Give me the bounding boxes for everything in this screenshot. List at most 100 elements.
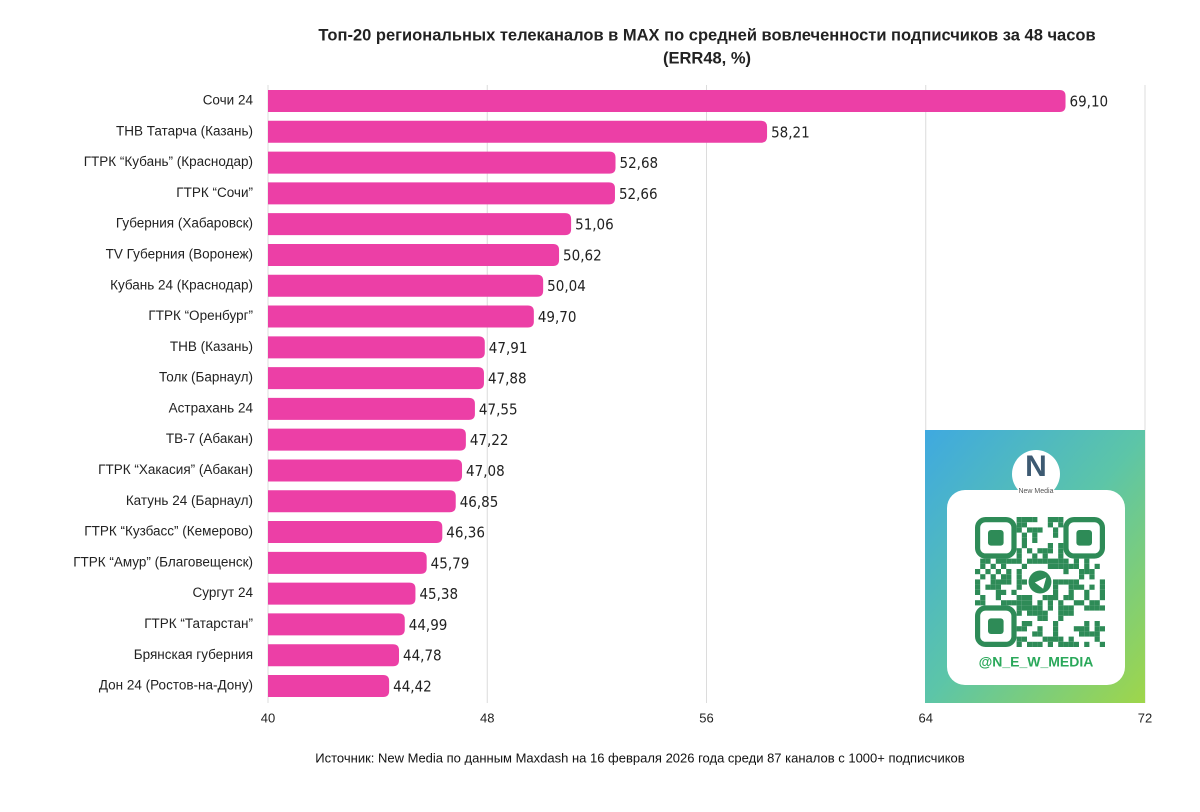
qr-module bbox=[1053, 626, 1059, 632]
qr-module bbox=[1042, 636, 1048, 642]
qr-module bbox=[1037, 631, 1043, 637]
qr-module bbox=[985, 584, 991, 590]
qr-module bbox=[1011, 589, 1017, 595]
qr-module bbox=[1053, 621, 1059, 627]
value-label: 45,38 bbox=[419, 585, 458, 603]
qr-module bbox=[1047, 558, 1053, 564]
qr-module bbox=[1016, 569, 1022, 575]
value-label: 52,68 bbox=[620, 154, 659, 172]
logo-circle bbox=[1012, 450, 1060, 498]
qr-module bbox=[1053, 584, 1059, 590]
y-tick-label: ГТРК “Сочи” bbox=[176, 185, 253, 200]
qr-module bbox=[1079, 584, 1085, 590]
qr-module bbox=[1053, 579, 1059, 585]
qr-module bbox=[1032, 605, 1038, 611]
qr-module bbox=[1021, 543, 1027, 549]
qr-module bbox=[975, 600, 981, 606]
qr-module bbox=[1084, 631, 1090, 637]
qr-module bbox=[1042, 548, 1048, 554]
qr-module bbox=[1006, 558, 1012, 564]
qr-module bbox=[1063, 563, 1069, 569]
qr-module bbox=[1058, 543, 1064, 549]
value-label: 44,78 bbox=[403, 647, 442, 665]
qr-module bbox=[1021, 636, 1027, 642]
qr-module bbox=[1058, 615, 1064, 621]
qr-module bbox=[1016, 558, 1022, 564]
y-tick-label: Сургут 24 bbox=[193, 585, 254, 600]
qr-module bbox=[1016, 605, 1022, 611]
qr-module bbox=[1084, 641, 1090, 647]
qr-module bbox=[975, 584, 981, 590]
y-tick-label: ТВ-7 (Абакан) bbox=[166, 431, 253, 446]
qr-module bbox=[1063, 605, 1069, 611]
qr-module bbox=[1058, 605, 1064, 611]
value-label: 52,66 bbox=[619, 185, 658, 203]
qr-module bbox=[1047, 605, 1053, 611]
qr-module bbox=[1053, 558, 1059, 564]
qr-module bbox=[1032, 532, 1038, 538]
value-label: 50,62 bbox=[563, 246, 602, 264]
qr-module bbox=[1058, 579, 1064, 585]
value-label: 47,91 bbox=[489, 339, 528, 357]
bar bbox=[268, 367, 484, 390]
qr-module bbox=[1021, 532, 1027, 538]
qr-module bbox=[1058, 641, 1064, 647]
qr-finder bbox=[988, 530, 1004, 546]
qr-module bbox=[1099, 626, 1105, 632]
value-label: 44,99 bbox=[409, 616, 448, 634]
x-tick-label: 48 bbox=[480, 710, 494, 725]
qr-module bbox=[1084, 563, 1090, 569]
qr-module bbox=[1084, 589, 1090, 595]
qr-code bbox=[974, 516, 1106, 648]
qr-module bbox=[1047, 636, 1053, 642]
qr-module bbox=[1016, 548, 1022, 554]
qr-module bbox=[1094, 621, 1100, 627]
qr-module bbox=[1027, 595, 1033, 601]
qr-module bbox=[1047, 563, 1053, 569]
qr-module bbox=[1058, 636, 1064, 642]
bar bbox=[268, 675, 390, 697]
qr-module bbox=[1089, 605, 1095, 611]
bar bbox=[268, 551, 427, 574]
y-tick-label: Брянская губерния bbox=[134, 647, 253, 662]
qr-module bbox=[1058, 548, 1064, 554]
qr-module bbox=[1053, 636, 1059, 642]
bar bbox=[268, 274, 544, 297]
x-tick-label: 64 bbox=[919, 710, 933, 725]
qr-module bbox=[1094, 626, 1100, 632]
bar bbox=[268, 428, 466, 451]
qr-module bbox=[990, 584, 996, 590]
qr-module bbox=[1032, 610, 1038, 616]
qr-module bbox=[1094, 605, 1100, 611]
qr-module bbox=[1016, 595, 1022, 601]
x-tick-label: 72 bbox=[1138, 710, 1152, 725]
qr-module bbox=[1037, 558, 1043, 564]
source: Источник: New Media по данным Maxdash на… bbox=[315, 750, 965, 765]
qr-module bbox=[1084, 569, 1090, 575]
y-tick-label: ГТРК “Амур” (Благовещенск) bbox=[73, 554, 253, 569]
qr-module bbox=[1068, 605, 1074, 611]
qr-module bbox=[1042, 558, 1048, 564]
qr-module bbox=[1068, 610, 1074, 616]
value-label: 47,88 bbox=[488, 370, 527, 388]
qr-module bbox=[975, 579, 981, 585]
qr-module bbox=[980, 574, 986, 580]
qr-module bbox=[1016, 527, 1022, 533]
qr-module bbox=[1021, 563, 1027, 569]
qr-module bbox=[1073, 600, 1079, 606]
y-tick-label: Катунь 24 (Барнаул) bbox=[126, 493, 253, 508]
y-tick-label: TV Губерния (Воронеж) bbox=[106, 247, 253, 262]
qr-module bbox=[980, 600, 986, 606]
qr-module bbox=[980, 563, 986, 569]
qr-module bbox=[990, 574, 996, 580]
qr-module bbox=[1058, 517, 1064, 523]
qr-module bbox=[1001, 563, 1007, 569]
qr-module bbox=[1027, 548, 1033, 554]
bar bbox=[268, 336, 485, 359]
qr-module bbox=[1001, 579, 1007, 585]
qr-module bbox=[1084, 595, 1090, 601]
qr-module bbox=[1073, 584, 1079, 590]
qr-module bbox=[1011, 600, 1017, 606]
qr-module bbox=[990, 579, 996, 585]
